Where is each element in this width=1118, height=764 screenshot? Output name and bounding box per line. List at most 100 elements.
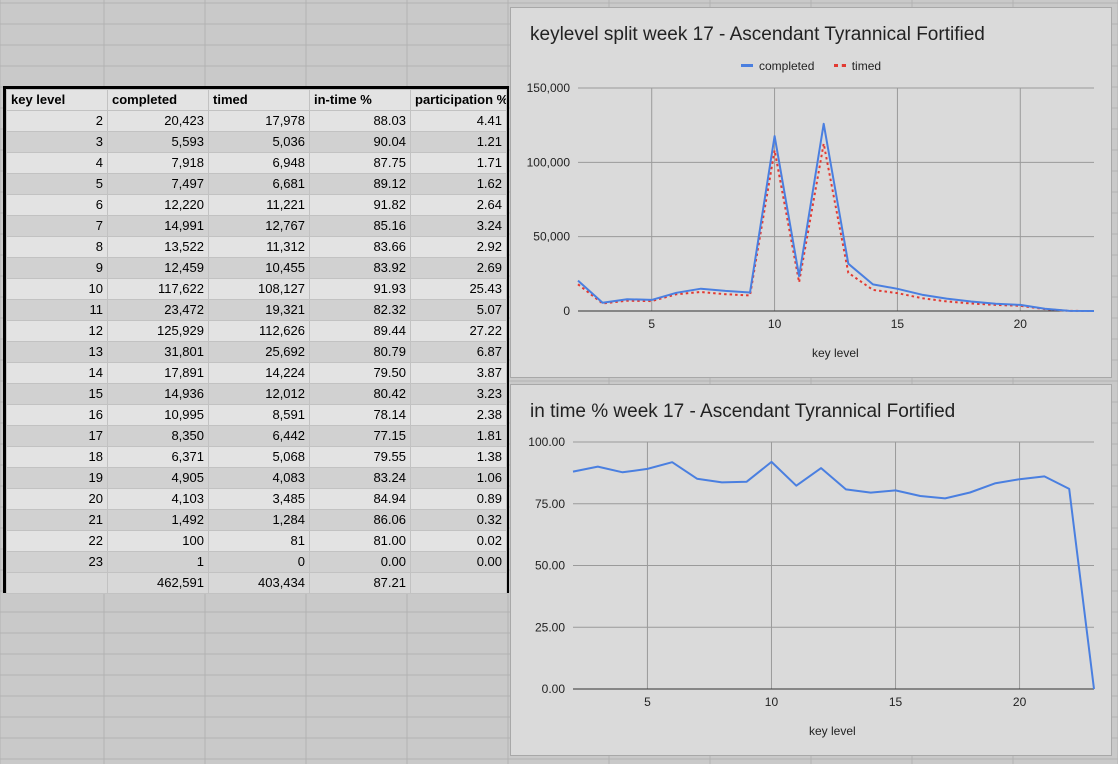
table-cell[interactable]: 82.32	[309, 299, 411, 321]
table-cell[interactable]: 27.22	[410, 320, 507, 342]
table-cell[interactable]: 6,681	[208, 173, 310, 195]
table-cell[interactable]: 5,068	[208, 446, 310, 468]
table-cell[interactable]: 7,497	[107, 173, 209, 195]
table-cell[interactable]: 6,948	[208, 152, 310, 174]
table-cell[interactable]: 88.03	[309, 110, 411, 132]
table-cell[interactable]: 7,918	[107, 152, 209, 174]
table-cell[interactable]: 25,692	[208, 341, 310, 363]
table-cell[interactable]: 11	[6, 299, 108, 321]
total-cell[interactable]: 462,591	[107, 572, 209, 594]
table-cell[interactable]: 3.24	[410, 215, 507, 237]
table-cell[interactable]: 19	[6, 467, 108, 489]
table-cell[interactable]: 4.41	[410, 110, 507, 132]
in-time-percent-chart[interactable]: in time % week 17 - Ascendant Tyrannical…	[510, 384, 1112, 756]
table-cell[interactable]: 1.21	[410, 131, 507, 153]
table-cell[interactable]: 1.38	[410, 446, 507, 468]
table-cell[interactable]: 4,103	[107, 488, 209, 510]
total-cell[interactable]: 87.21	[309, 572, 411, 594]
table-cell[interactable]: 23,472	[107, 299, 209, 321]
keylevel-split-chart[interactable]: keylevel split week 17 - Ascendant Tyran…	[510, 7, 1112, 378]
column-header[interactable]: key level	[6, 89, 108, 111]
table-cell[interactable]: 13	[6, 341, 108, 363]
table-cell[interactable]: 13,522	[107, 236, 209, 258]
table-cell[interactable]: 31,801	[107, 341, 209, 363]
table-cell[interactable]: 14	[6, 362, 108, 384]
table-cell[interactable]: 17	[6, 425, 108, 447]
table-cell[interactable]: 1	[107, 551, 209, 573]
table-cell[interactable]: 86.06	[309, 509, 411, 531]
table-cell[interactable]: 83.66	[309, 236, 411, 258]
table-cell[interactable]: 100	[107, 530, 209, 552]
table-cell[interactable]: 4,083	[208, 467, 310, 489]
column-header[interactable]: participation %	[410, 89, 507, 111]
table-cell[interactable]: 3.87	[410, 362, 507, 384]
table-cell[interactable]: 7	[6, 215, 108, 237]
table-cell[interactable]: 8,350	[107, 425, 209, 447]
table-cell[interactable]: 78.14	[309, 404, 411, 426]
series-line-in-time-percent[interactable]	[572, 460, 1095, 690]
table-cell[interactable]: 25.43	[410, 278, 507, 300]
table-cell[interactable]: 11,312	[208, 236, 310, 258]
table-cell[interactable]: 6,442	[208, 425, 310, 447]
table-cell[interactable]: 89.44	[309, 320, 411, 342]
table-cell[interactable]: 12,220	[107, 194, 209, 216]
table-cell[interactable]: 77.15	[309, 425, 411, 447]
total-cell[interactable]	[410, 572, 507, 594]
table-cell[interactable]: 89.12	[309, 173, 411, 195]
table-cell[interactable]: 2.92	[410, 236, 507, 258]
table-cell[interactable]: 21	[6, 509, 108, 531]
table-cell[interactable]: 90.04	[309, 131, 411, 153]
table-cell[interactable]: 112,626	[208, 320, 310, 342]
table-cell[interactable]: 0.32	[410, 509, 507, 531]
table-cell[interactable]: 2.64	[410, 194, 507, 216]
table-cell[interactable]: 17,978	[208, 110, 310, 132]
table-cell[interactable]: 8,591	[208, 404, 310, 426]
table-cell[interactable]: 91.93	[309, 278, 411, 300]
table-cell[interactable]: 80.42	[309, 383, 411, 405]
table-cell[interactable]: 2.38	[410, 404, 507, 426]
column-header[interactable]: timed	[208, 89, 310, 111]
table-cell[interactable]: 108,127	[208, 278, 310, 300]
table-cell[interactable]: 5,593	[107, 131, 209, 153]
table-cell[interactable]: 3,485	[208, 488, 310, 510]
table-cell[interactable]: 10,455	[208, 257, 310, 279]
table-cell[interactable]: 3.23	[410, 383, 507, 405]
table-cell[interactable]: 20,423	[107, 110, 209, 132]
total-cell[interactable]	[6, 572, 108, 594]
table-cell[interactable]: 12,459	[107, 257, 209, 279]
table-cell[interactable]: 10,995	[107, 404, 209, 426]
total-cell[interactable]: 403,434	[208, 572, 310, 594]
table-cell[interactable]: 81.00	[309, 530, 411, 552]
table-cell[interactable]: 5	[6, 173, 108, 195]
table-cell[interactable]: 85.16	[309, 215, 411, 237]
table-cell[interactable]: 79.50	[309, 362, 411, 384]
table-cell[interactable]: 17,891	[107, 362, 209, 384]
table-cell[interactable]: 1,492	[107, 509, 209, 531]
table-cell[interactable]: 125,929	[107, 320, 209, 342]
table-cell[interactable]: 117,622	[107, 278, 209, 300]
table-cell[interactable]: 1,284	[208, 509, 310, 531]
table-cell[interactable]: 80.79	[309, 341, 411, 363]
table-cell[interactable]: 1.81	[410, 425, 507, 447]
table-cell[interactable]: 91.82	[309, 194, 411, 216]
table-cell[interactable]: 14,991	[107, 215, 209, 237]
table-cell[interactable]: 20	[6, 488, 108, 510]
table-cell[interactable]: 15	[6, 383, 108, 405]
table-cell[interactable]: 0.02	[410, 530, 507, 552]
table-cell[interactable]: 5,036	[208, 131, 310, 153]
series-line-completed[interactable]	[577, 122, 1095, 312]
table-cell[interactable]: 2	[6, 110, 108, 132]
table-cell[interactable]: 3	[6, 131, 108, 153]
table-cell[interactable]: 18	[6, 446, 108, 468]
table-cell[interactable]: 84.94	[309, 488, 411, 510]
table-cell[interactable]: 8	[6, 236, 108, 258]
table-cell[interactable]: 10	[6, 278, 108, 300]
table-cell[interactable]: 1.06	[410, 467, 507, 489]
table-cell[interactable]: 9	[6, 257, 108, 279]
table-cell[interactable]: 12	[6, 320, 108, 342]
table-cell[interactable]: 87.75	[309, 152, 411, 174]
table-cell[interactable]: 22	[6, 530, 108, 552]
table-cell[interactable]: 6	[6, 194, 108, 216]
table-cell[interactable]: 6.87	[410, 341, 507, 363]
table-cell[interactable]: 83.92	[309, 257, 411, 279]
